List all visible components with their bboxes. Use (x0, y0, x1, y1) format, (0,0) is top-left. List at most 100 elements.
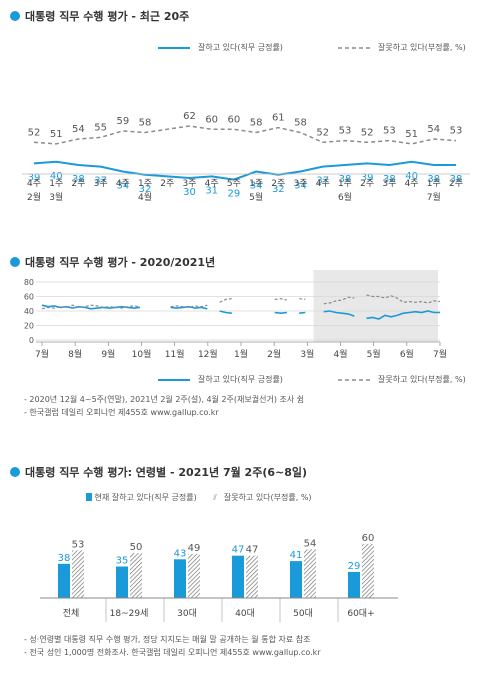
data-label-approve: 40 (405, 171, 418, 182)
x-tick-label: 3주 (382, 178, 396, 189)
x-tick-label: 4주 (116, 178, 130, 189)
bar-approve (348, 571, 360, 598)
note-line: - 성·연령별 대통령 직무 수행 평가, 정당 지지도는 매월 말 공개하는 … (24, 635, 311, 644)
x-tick-label: 2주 (449, 178, 463, 189)
x-month-label: 2월 (267, 348, 281, 360)
bar-disapprove (362, 544, 374, 598)
series-line-disapprove (33, 125, 457, 145)
bar-approve (290, 561, 302, 598)
data-label-disapprove: 58 (139, 118, 152, 129)
data-label-approve: 38 (58, 553, 71, 564)
x-tick-label: 2주 (71, 178, 85, 189)
data-label-disapprove: 49 (188, 543, 201, 554)
data-label-approve: 47 (232, 545, 245, 556)
chart1-line-chart: 39 40 38 37 34 32 30 31 29 34 32 34 37 38 39 38 40 38 38 52… (22, 111, 470, 203)
x-month-label: 7월 (35, 348, 49, 360)
data-label-approve: 30 (183, 187, 196, 198)
x-tick-label: 2주 (160, 178, 174, 189)
data-label-disapprove: 47 (246, 545, 259, 556)
x-category-label: 60대+ (347, 608, 374, 619)
bar-approve (58, 563, 70, 598)
y-tick-label: 0 (29, 336, 34, 345)
x-tick-label: 4주 (405, 178, 419, 189)
data-label-approve: 39 (28, 172, 41, 183)
data-label-disapprove: 59 (116, 116, 129, 127)
x-tick-label: 1주 (427, 178, 441, 189)
chart1-legend: 잘하고 있다(직무 긍정률) 잘못하고 있다(부정률, %) (158, 42, 488, 54)
data-label-approve: 38 (72, 174, 85, 185)
data-label-disapprove: 54 (72, 124, 85, 135)
data-label-approve: 38 (450, 174, 463, 185)
chart2-line-chart: 0 20 40 60 80 7월 8월 9월 10월 11월 12월 1월 2월 3월 4월 5월 6월 7월 (24, 270, 447, 360)
legend-hatch-icon: ⫽ (213, 493, 217, 502)
x-month-label: 3월 (49, 191, 63, 203)
x-tick-label: 2주 (360, 178, 374, 189)
x-month-label: 12월 (198, 348, 218, 360)
data-label-approve: 34 (116, 181, 129, 192)
series-line-disapprove (41, 294, 441, 310)
data-label-disapprove: 53 (72, 539, 85, 550)
x-tick-label: 5주 (227, 178, 241, 189)
x-tick-label: 3주 (94, 178, 108, 189)
data-label-approve: 32 (139, 184, 152, 195)
chart2-notes: - 2020년 12월 4~5주(연말), 2021년 2월 2주(설), 4월… (24, 393, 304, 419)
x-month-label: 10월 (132, 348, 152, 360)
x-category-label: 전체 (63, 608, 80, 619)
data-label-approve: 38 (383, 174, 396, 185)
data-label-disapprove: 58 (294, 118, 307, 129)
bar-disapprove (130, 553, 142, 598)
chart2-legend: 잘하고 있다(직무 긍정률) 잘못하고 있다(부정률, %) (158, 374, 488, 386)
data-label-disapprove: 51 (405, 129, 418, 140)
legend-approve-label: 잘하고 있다(직무 긍정률) (198, 375, 283, 384)
x-tick-label: 4주 (27, 178, 41, 189)
data-label-approve: 31 (205, 185, 218, 196)
data-label-disapprove: 53 (383, 126, 396, 137)
data-label-disapprove: 50 (130, 542, 143, 553)
data-label-disapprove: 53 (450, 126, 463, 137)
x-month-label: 4월 (333, 348, 347, 360)
note-line: - 2020년 12월 4~5주(연말), 2021년 2월 2주(설), 4월… (24, 395, 305, 404)
x-month-label: 6월 (338, 191, 352, 203)
data-label-approve: 38 (339, 174, 352, 185)
title-dot-icon (10, 11, 20, 21)
recent-highlight-region (313, 270, 438, 342)
bar-approve (232, 555, 244, 598)
bar-disapprove (246, 555, 258, 598)
chart3-title: 대통령 직무 수행 평가: 연령별 - 2021년 7월 2주(6~8일) (10, 464, 307, 480)
data-label-approve: 37 (316, 176, 329, 187)
legend-disapprove-label: 잘못하고 있다(부정률, %) (378, 43, 466, 52)
bar-disapprove (188, 553, 200, 598)
x-month-label: 9월 (101, 348, 115, 360)
note-line: - 한국갤럽 데일리 오피니언 제455호 www.gallup.co.kr (24, 408, 219, 417)
x-month-label: 4월 (138, 191, 152, 203)
x-tick-label: 1주 (138, 178, 152, 189)
chart3-legend: 현재 잘하고 있다(직무 긍정률) ⫽ 잘못하고 있다(부정률, %) (86, 492, 312, 503)
data-label-disapprove: 58 (250, 118, 263, 129)
y-tick-label: 60 (24, 293, 34, 302)
x-month-label: 5월 (367, 348, 381, 360)
data-label-disapprove: 60 (228, 114, 241, 125)
legend-approve-label: 잘하고 있다(직무 긍정률) (198, 43, 283, 52)
x-tick-label: 1주 (249, 178, 263, 189)
x-month-label: 6월 (400, 348, 414, 360)
chart3-notes: - 성·연령별 대통령 직무 수행 평가, 정당 지지도는 매월 말 공개하는 … (24, 633, 321, 659)
data-label-approve: 43 (174, 548, 187, 559)
data-label-approve: 34 (250, 181, 263, 192)
x-month-label: 7월 (427, 191, 441, 203)
x-month-label: 8월 (68, 348, 82, 360)
bar-approve (116, 566, 128, 598)
data-label-disapprove: 52 (316, 127, 329, 138)
x-tick-label: 2주 (271, 178, 285, 189)
legend-disapprove-label: 잘못하고 있다(부정률, %) (223, 493, 312, 502)
x-month-label: 11월 (165, 348, 185, 360)
x-tick-label: 3주 (182, 178, 196, 189)
data-label-disapprove: 61 (272, 113, 285, 124)
x-category-label: 30대 (177, 608, 197, 619)
x-tick-label: 1주 (49, 178, 63, 189)
x-month-label: 5월 (249, 191, 263, 203)
data-label-approve: 39 (361, 172, 374, 183)
title-dot-icon (10, 257, 20, 267)
title-dot-icon (10, 467, 20, 477)
x-tick-label: 4주 (316, 178, 330, 189)
